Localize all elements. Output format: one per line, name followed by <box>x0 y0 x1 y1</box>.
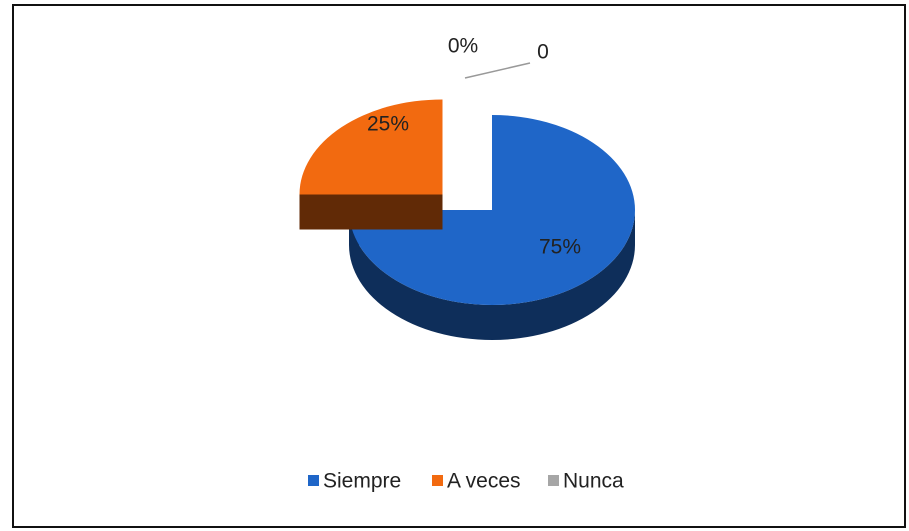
slice-top <box>349 115 635 305</box>
data-label: 75% <box>539 236 581 259</box>
slice-side <box>299 194 443 230</box>
slice-top <box>299 99 443 195</box>
legend-swatch <box>308 475 319 486</box>
legend-label: A veces <box>447 470 521 493</box>
legend-swatch <box>432 475 443 486</box>
data-label: 25% <box>367 113 409 136</box>
legend-swatch <box>548 475 559 486</box>
data-label: 0% <box>448 35 478 58</box>
annotation: 0 <box>537 41 549 64</box>
pie-slice <box>299 99 443 230</box>
legend-label: Nunca <box>563 470 624 493</box>
leader-line <box>464 62 531 79</box>
legend-label: Siempre <box>323 470 401 493</box>
slice-wall <box>349 210 635 340</box>
